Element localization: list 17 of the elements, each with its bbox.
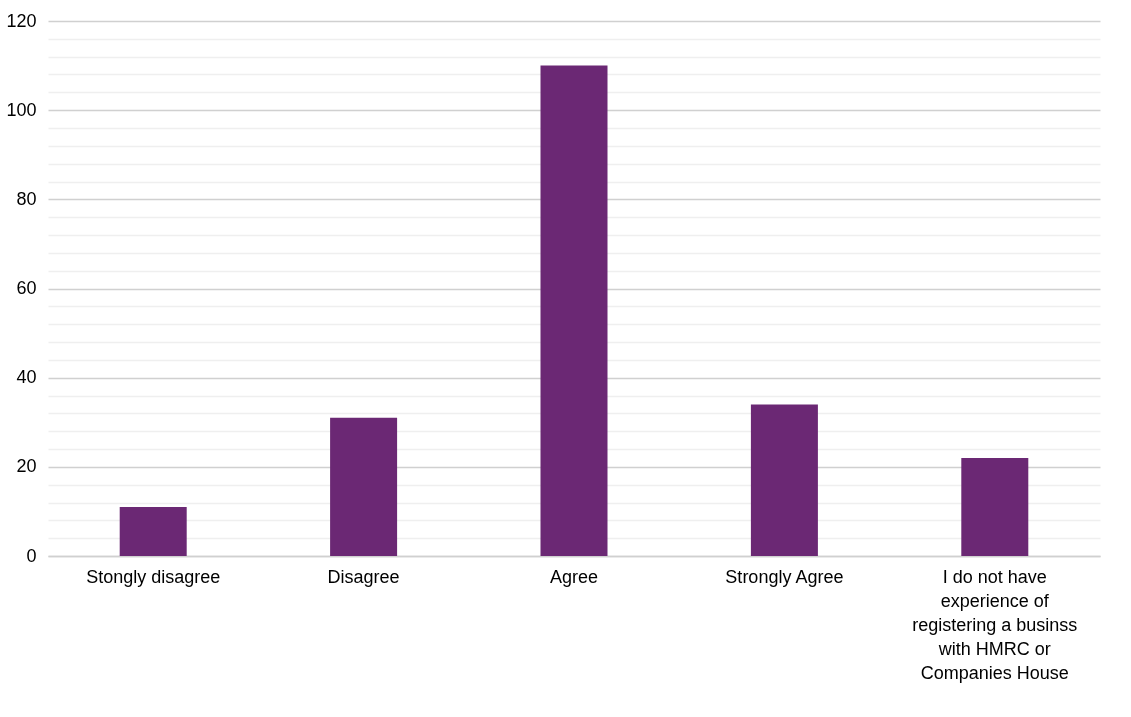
- x-tick-label: Disagree: [327, 566, 400, 587]
- y-tick-label: 120: [6, 10, 37, 31]
- y-tick-label: 100: [6, 99, 37, 120]
- bar: [750, 404, 818, 556]
- bar: [961, 457, 1029, 556]
- y-tick-label: 60: [16, 278, 37, 298]
- bar: [540, 65, 608, 556]
- y-tick-label: 40: [16, 367, 37, 388]
- x-tick-label: Strongly Agree: [725, 566, 844, 587]
- x-tick-label: I do not have experience of registering a businss with HMRC or Companies House: [912, 566, 1078, 683]
- x-tick-label: Agree: [549, 566, 599, 587]
- bar: [330, 417, 398, 556]
- y-tick-label: 20: [16, 456, 37, 477]
- bar: [119, 506, 187, 556]
- x-tick-label: Stongly disagree: [86, 566, 221, 587]
- y-tick-label: 0: [26, 545, 37, 566]
- y-tick-label: 80: [16, 188, 37, 209]
